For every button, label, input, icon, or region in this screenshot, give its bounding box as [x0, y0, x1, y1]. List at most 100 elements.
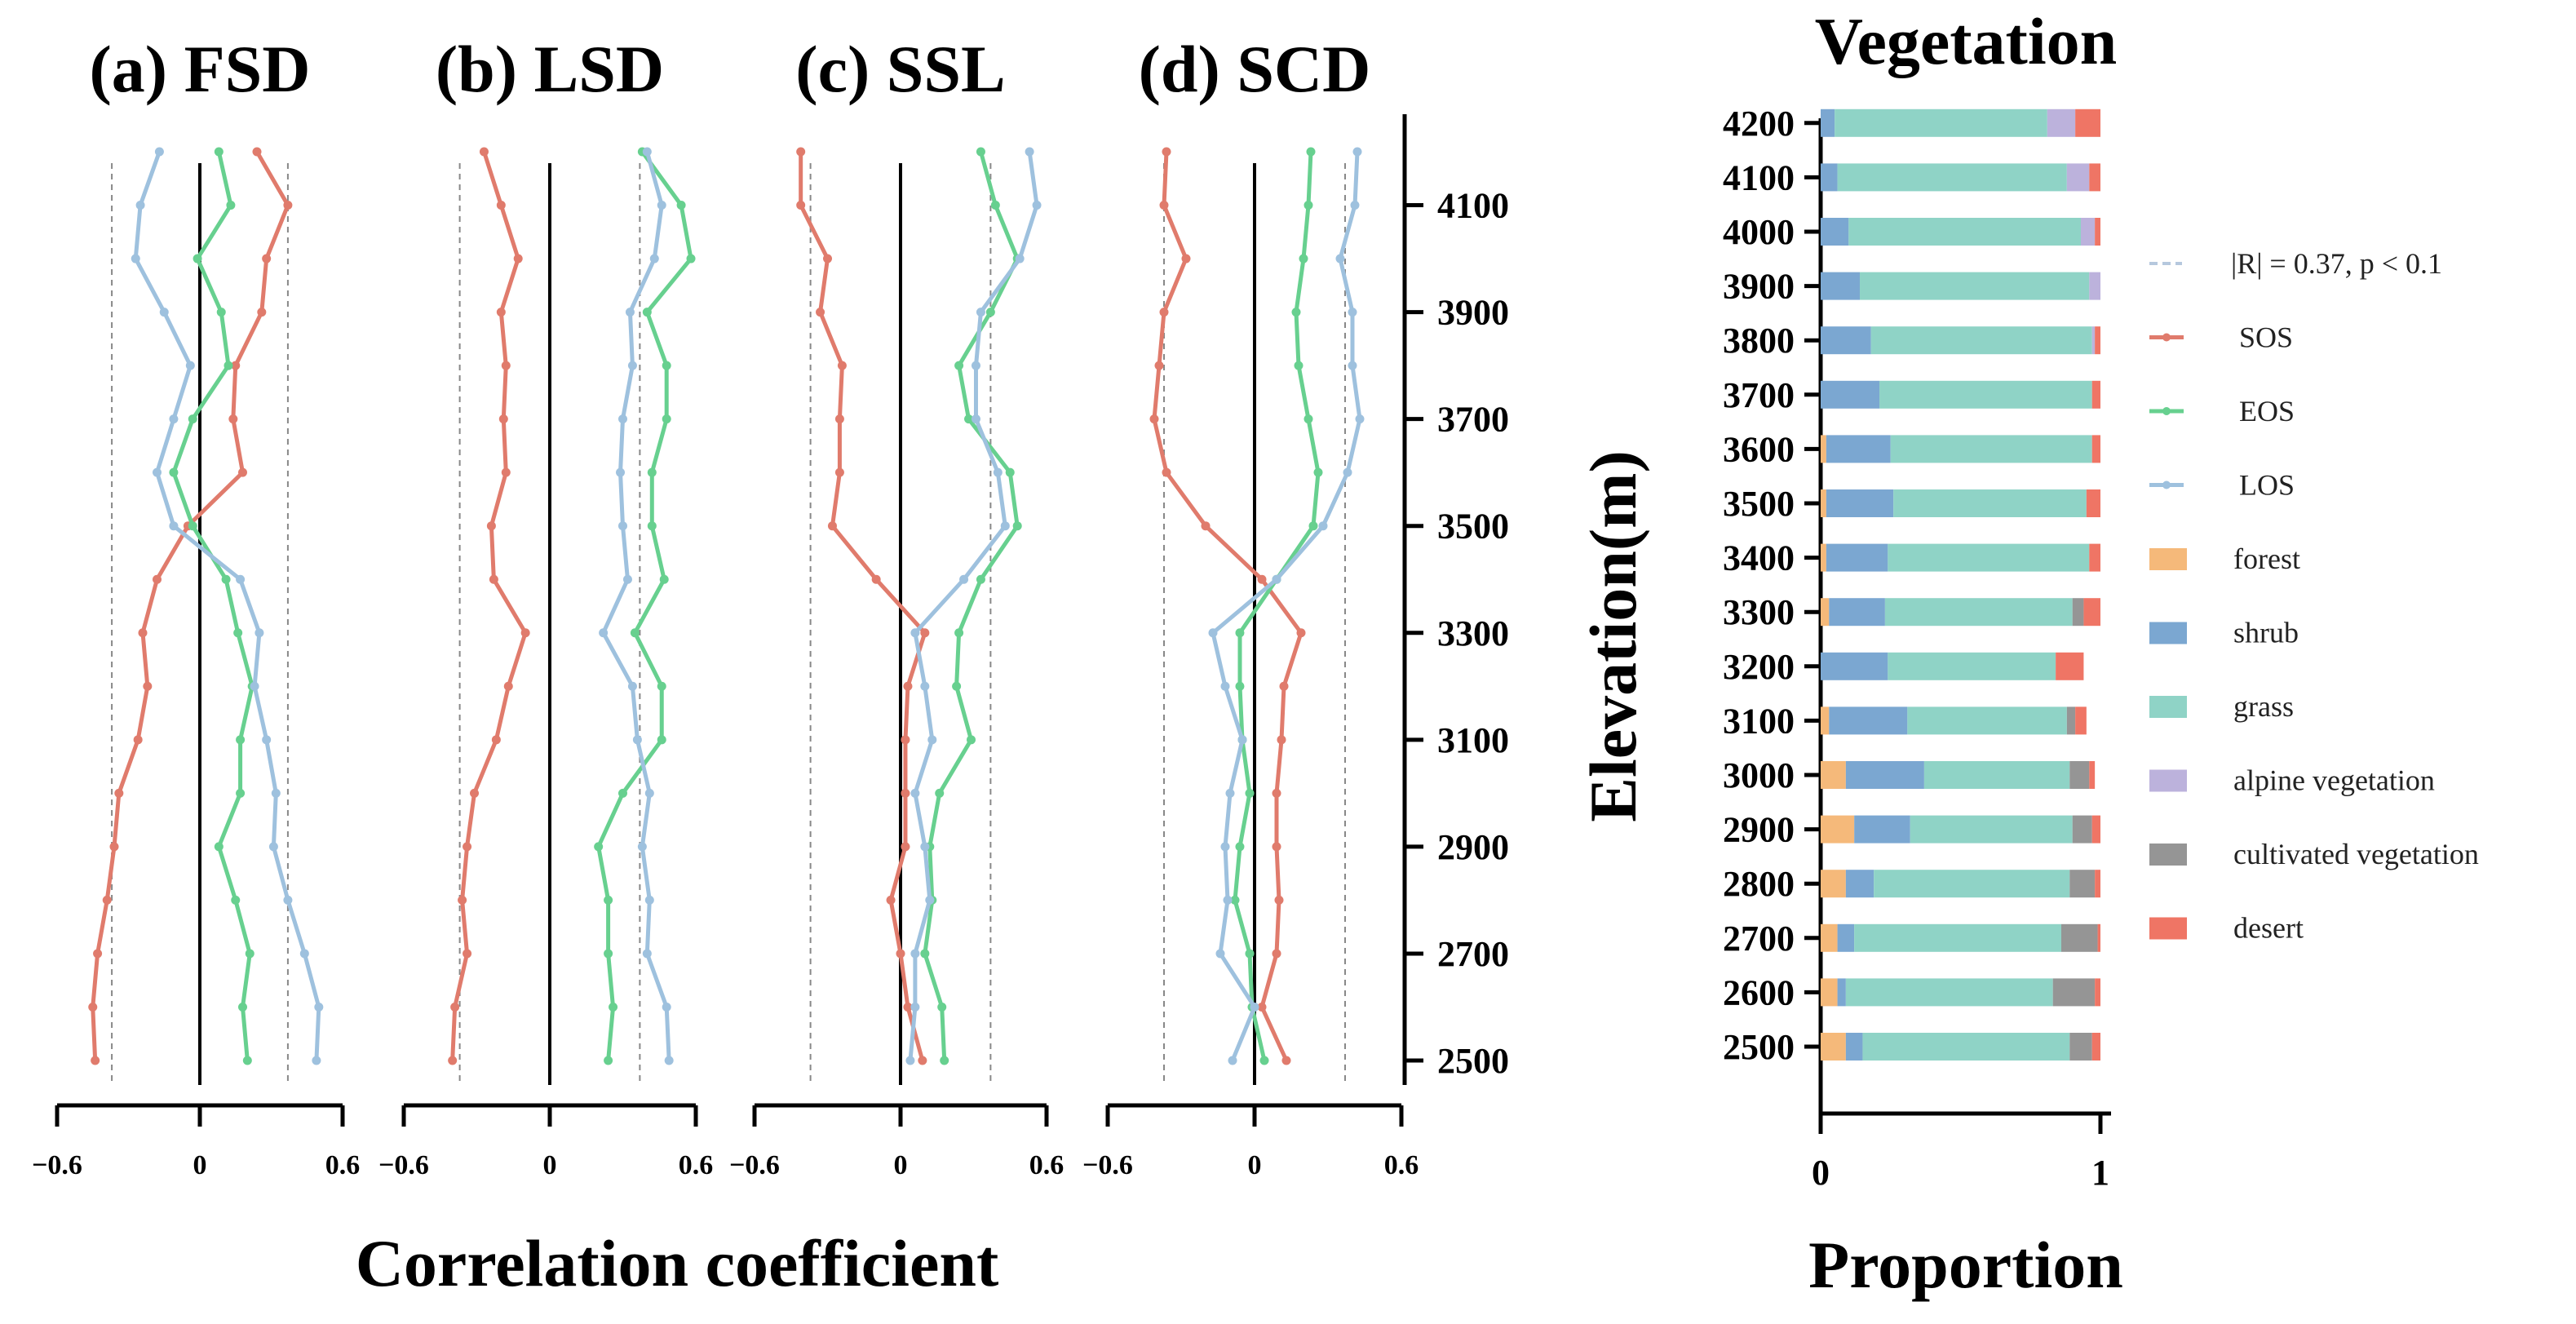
legend-swatch-alpine-vegetation [2149, 769, 2187, 792]
bar-segment-desert [2056, 652, 2084, 680]
point-sos [102, 895, 112, 905]
bar-segment-grass [1862, 1033, 2070, 1061]
point-eos [1005, 467, 1015, 477]
point-sos [834, 414, 844, 424]
point-los [1228, 1056, 1237, 1065]
point-los [662, 1002, 671, 1012]
point-los [618, 521, 627, 531]
x-tick-label: 0 [543, 1150, 557, 1180]
legend-label-shrub: shrub [2233, 617, 2299, 649]
point-sos [491, 735, 501, 745]
point-eos [216, 308, 226, 317]
series-line-los [601, 151, 671, 1061]
point-eos [1308, 521, 1318, 531]
elevation-tick-label: 3500 [1437, 507, 1509, 547]
bar-segment-desert [2095, 978, 2100, 1007]
vegetation-y-tick-label: 4200 [1723, 104, 1795, 144]
bar-segment-grass [1893, 489, 2087, 517]
point-eos [1303, 414, 1313, 424]
bar-segment-shrub [1826, 489, 1894, 517]
vegetation-y-tick-label: 4100 [1723, 157, 1795, 197]
vegetation-y-tick-label: 3800 [1723, 321, 1795, 361]
panel-title: (d) SCD [1139, 32, 1371, 106]
point-sos [489, 574, 498, 584]
point-sos [496, 201, 506, 210]
bar-segment-forest [1821, 489, 1826, 517]
bar-segment-cultivated-vegetation [2066, 706, 2076, 735]
point-eos [1299, 254, 1308, 263]
series-line-eos [1233, 151, 1321, 1061]
point-los [1015, 254, 1025, 263]
x-tick-label: 0.6 [325, 1150, 361, 1180]
series-line-eos [596, 150, 693, 1061]
point-eos [1235, 681, 1245, 691]
bar-segment-forest [1821, 870, 1846, 898]
point-sos [1277, 735, 1286, 745]
point-los [622, 574, 632, 584]
series-line-eos [923, 151, 1020, 1061]
point-sos [901, 735, 910, 745]
bar-segment-forest [1821, 978, 1838, 1007]
bar-segment-alpine-vegetation [2089, 272, 2100, 300]
bar-segment-desert [2089, 761, 2096, 789]
point-eos [604, 1056, 613, 1065]
point-eos [964, 414, 974, 424]
point-sos [496, 308, 506, 317]
point-los [1335, 254, 1345, 263]
point-sos [88, 1002, 98, 1012]
point-sos [501, 361, 511, 370]
point-sos [816, 308, 825, 317]
point-sos [1149, 414, 1159, 424]
point-eos [676, 201, 686, 210]
vegetation-y-tick-label: 3500 [1723, 484, 1795, 524]
bar-segment-grass [1907, 706, 2067, 735]
point-sos [520, 628, 530, 638]
point-los [599, 628, 609, 638]
point-los [1223, 895, 1233, 905]
point-eos [188, 521, 197, 531]
correlation-xlabel: Correlation coefficient [356, 1226, 999, 1300]
point-sos [918, 1056, 927, 1065]
point-los [1348, 308, 1357, 317]
panel-3: (c) SSL −0.6 0 0.6 [729, 32, 1064, 1180]
point-sos [901, 842, 910, 852]
point-los [642, 147, 652, 157]
point-eos [1012, 521, 1022, 531]
point-eos [618, 788, 627, 798]
bar-segment-shrub [1821, 163, 1838, 192]
point-sos [114, 788, 124, 798]
bar-segment-grass [1860, 272, 2090, 300]
bar-segment-alpine-vegetation [2091, 326, 2096, 355]
vegetation-y-tick-label: 2700 [1723, 919, 1795, 959]
point-sos [486, 521, 496, 531]
point-eos [1235, 628, 1245, 638]
point-sos [1201, 521, 1211, 531]
point-los [255, 628, 264, 638]
point-sos [153, 574, 162, 584]
elevation-tick-label: 2500 [1437, 1041, 1509, 1081]
bar-segment-desert [2095, 218, 2100, 246]
point-eos [976, 147, 985, 157]
x-tick-label: −0.6 [729, 1150, 780, 1180]
point-sos [796, 201, 806, 210]
point-sos [513, 254, 523, 263]
legend-label-forest: forest [2233, 542, 2300, 575]
point-los [1348, 361, 1357, 370]
bar-segment-shrub [1821, 218, 1849, 246]
bar-segment-shrub [1821, 380, 1880, 409]
bar-segment-forest [1821, 435, 1826, 463]
point-los [625, 308, 635, 317]
bar-segment-desert [2089, 543, 2100, 572]
point-los [627, 361, 637, 370]
bar-segment-shrub [1854, 815, 1910, 844]
point-sos [463, 949, 472, 959]
bar-segment-alpine-vegetation [2080, 218, 2096, 246]
bar-segment-cultivated-vegetation [2060, 923, 2098, 952]
legend-label-los: LOS [2239, 469, 2295, 502]
bar-segment-shrub [1829, 706, 1908, 735]
vegetation-y-tick-label: 3000 [1723, 755, 1795, 795]
vegetation-y-tick-label: 2600 [1723, 972, 1795, 1012]
vegetation-y-tick-label: 3400 [1723, 538, 1795, 578]
bar-segment-shrub [1837, 923, 1855, 952]
legend-swatch-desert [2149, 917, 2187, 940]
